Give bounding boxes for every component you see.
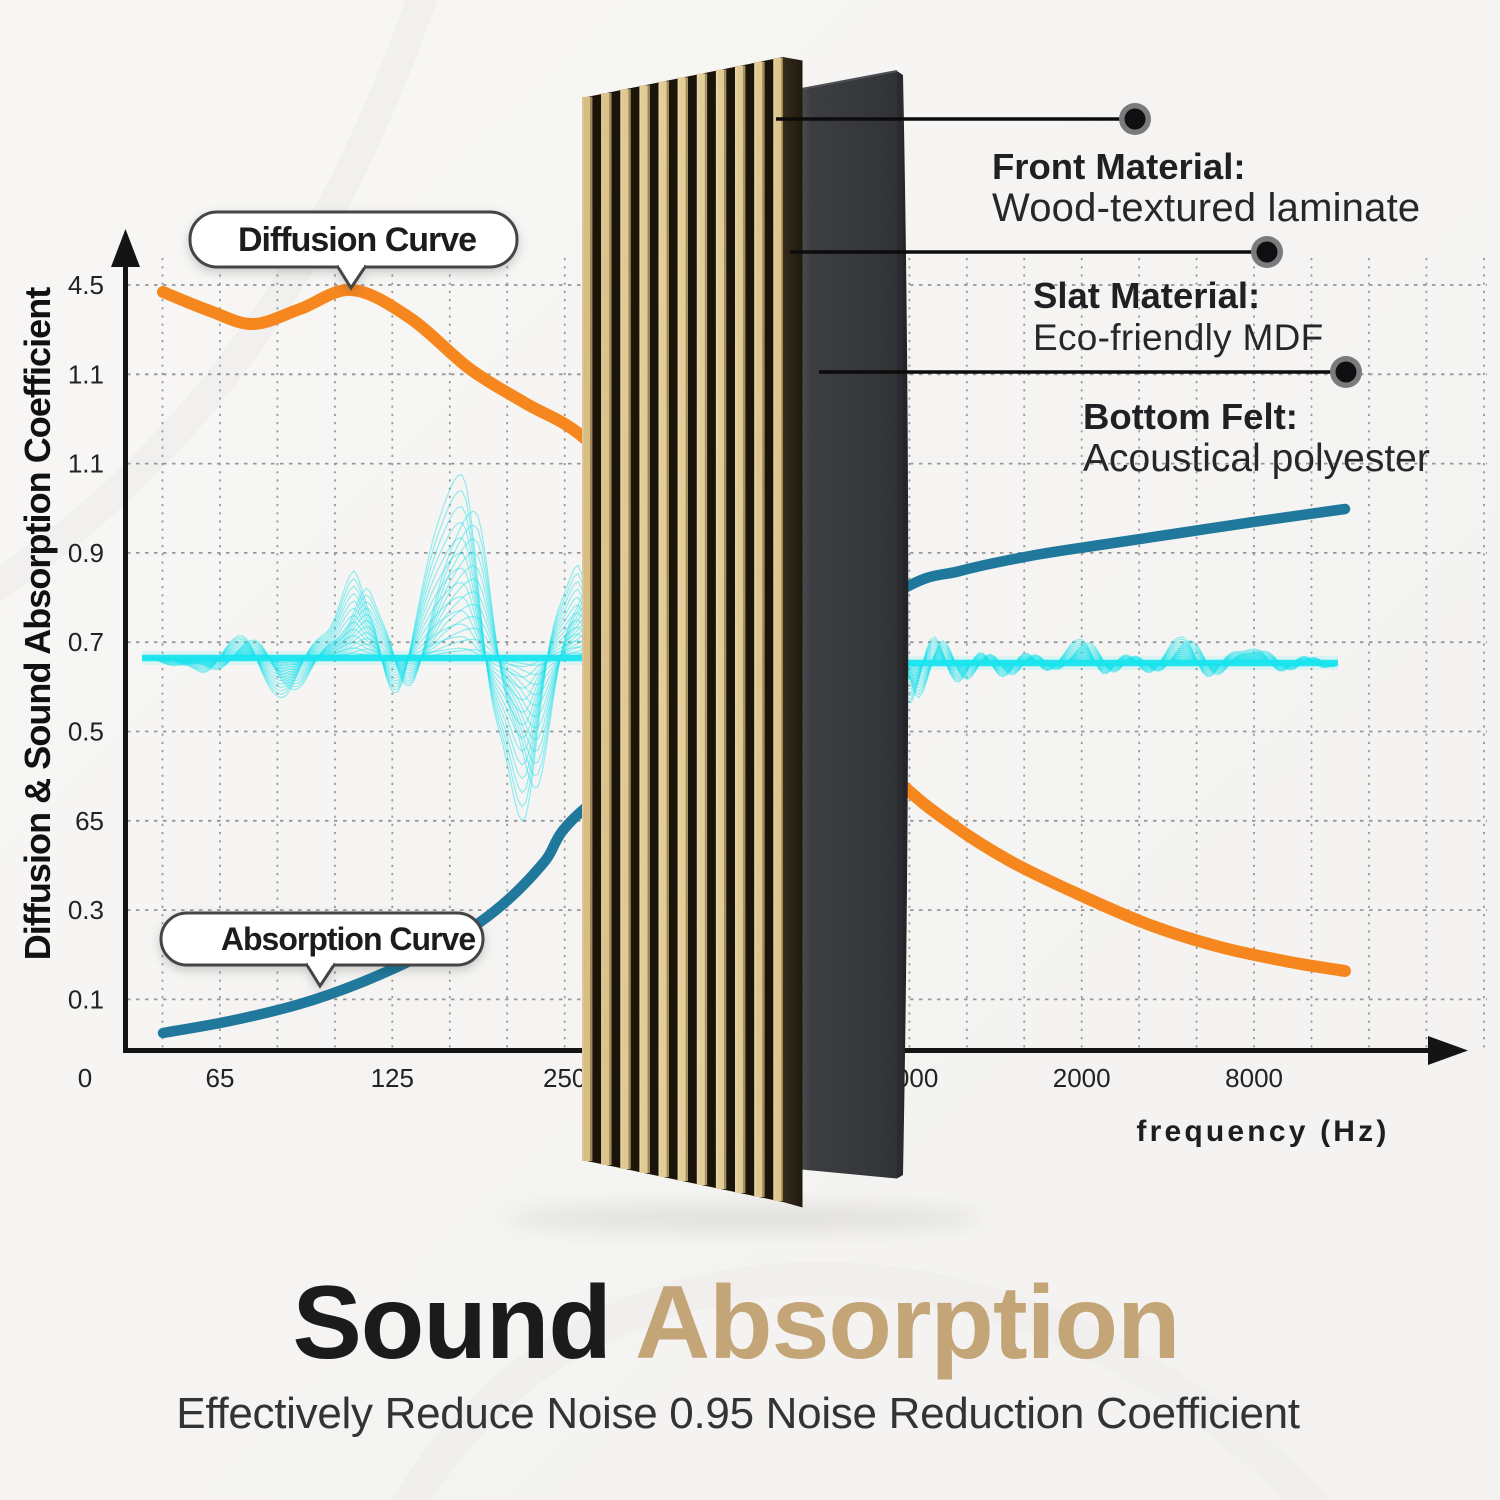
- svg-text:1.1: 1.1: [68, 359, 104, 389]
- svg-text:65: 65: [75, 806, 104, 836]
- svg-text:65: 65: [206, 1063, 235, 1093]
- svg-text:0: 0: [78, 1063, 92, 1093]
- svg-text:Sound Absorption: Sound Absorption: [292, 1265, 1179, 1381]
- svg-text:0.9: 0.9: [68, 538, 104, 568]
- svg-text:1.1: 1.1: [68, 449, 104, 479]
- svg-text:0.1: 0.1: [68, 984, 104, 1014]
- svg-text:0.5: 0.5: [68, 717, 104, 747]
- svg-text:0.3: 0.3: [68, 895, 104, 925]
- svg-text:Effectively Reduce Noise 0.95: Effectively Reduce Noise 0.95 Noise Redu…: [176, 1389, 1300, 1438]
- svg-text:8000: 8000: [1225, 1063, 1283, 1093]
- svg-text:Wood-textured laminate: Wood-textured laminate: [992, 186, 1420, 230]
- svg-text:0.7: 0.7: [68, 627, 104, 657]
- svg-text:Slat Material:: Slat Material:: [1033, 275, 1260, 316]
- svg-text:Diffusion & Sound Absorption C: Diffusion & Sound Absorption Coefficient: [17, 287, 58, 961]
- svg-text:250: 250: [543, 1063, 586, 1093]
- svg-text:Acoustical polyester: Acoustical polyester: [1083, 437, 1430, 480]
- svg-text:125: 125: [371, 1063, 414, 1093]
- svg-text:Bottom Felt:: Bottom Felt:: [1083, 396, 1298, 437]
- svg-text:4.5: 4.5: [68, 270, 104, 300]
- svg-text:Absorption Curve: Absorption Curve: [221, 921, 475, 957]
- svg-text:2000: 2000: [1053, 1063, 1111, 1093]
- svg-text:Front Material:: Front Material:: [992, 146, 1246, 187]
- svg-text:frequency (Hz): frequency (Hz): [1136, 1115, 1389, 1148]
- svg-text:Eco-friendly MDF: Eco-friendly MDF: [1033, 317, 1324, 358]
- svg-text:Diffusion Curve: Diffusion Curve: [238, 221, 476, 259]
